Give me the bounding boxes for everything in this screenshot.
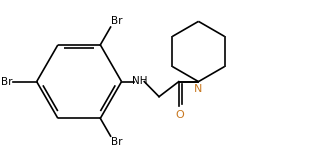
Text: N: N xyxy=(194,84,202,94)
Text: Br: Br xyxy=(111,137,123,147)
Text: Br: Br xyxy=(111,16,123,26)
Text: O: O xyxy=(176,110,184,120)
Text: NH: NH xyxy=(132,76,147,86)
Text: Br: Br xyxy=(1,77,13,87)
